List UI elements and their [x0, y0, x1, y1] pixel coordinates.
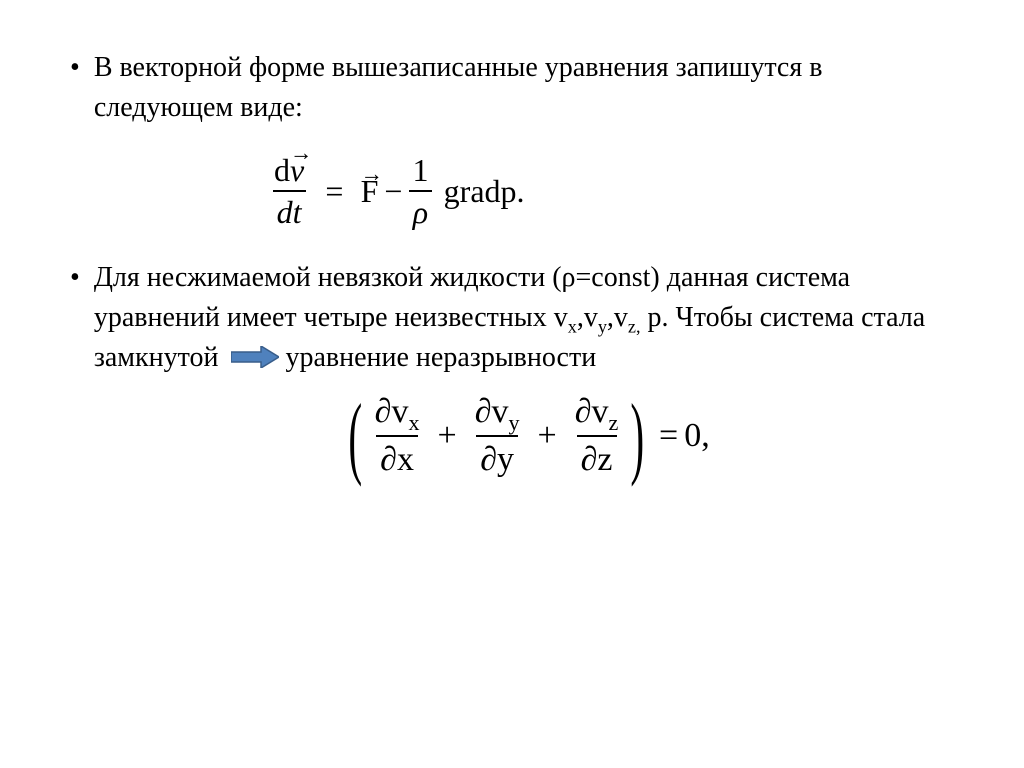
fraction-1-rho: 1 ρ — [408, 154, 432, 228]
b2-sep1: ,v — [577, 302, 598, 333]
vector-f: → F — [361, 175, 379, 207]
num-dvx: ∂vx — [371, 393, 424, 435]
equals-sign: = — [325, 175, 343, 207]
num-dvz: ∂vz — [571, 393, 623, 435]
bullet-dot-icon: • — [70, 48, 80, 88]
sub-y: y — [598, 317, 607, 337]
rho-symbol: ρ — [409, 190, 432, 228]
den-dz: ∂z — [577, 435, 617, 479]
fraction-denominator: dt — [273, 190, 306, 228]
one-symbol: 1 — [408, 154, 432, 190]
t-symbol: t — [293, 194, 302, 230]
vector-arrow-icon: → — [290, 142, 304, 164]
right-paren: ) — [631, 390, 645, 482]
arrow-polygon — [231, 346, 279, 368]
fraction-numerator: d→v — [270, 154, 308, 190]
b2-sep2: ,v — [607, 302, 628, 333]
term-dvz-dz: ∂vz ∂z — [571, 393, 623, 479]
den-dx: ∂x — [376, 435, 418, 479]
slide: • В векторной форме вышезаписанные уравн… — [0, 0, 1024, 768]
bullet-1: • В векторной форме вышезаписанные уравн… — [70, 48, 954, 128]
plus-sign: + — [538, 417, 557, 455]
bullet-1-text: В векторной форме вышезаписанные уравнен… — [94, 48, 954, 128]
implies-arrow-icon — [231, 340, 279, 380]
d-symbol: d — [274, 152, 290, 188]
minus-sign: − — [384, 175, 402, 207]
bullet-2: • Для несжимаемой невязкой жидкости (ρ=c… — [70, 258, 954, 380]
vector-v: →v — [290, 154, 304, 186]
num-dvy: ∂vy — [471, 393, 524, 435]
equation-continuity: ( ∂vx ∂x + ∂vy ∂y + ∂vz ∂z ) = 0, — [340, 390, 954, 482]
den-dy: ∂y — [476, 435, 518, 479]
sub-z: z, — [628, 317, 641, 337]
b2-segment-3: уравнение неразрывности — [285, 342, 596, 373]
equals-sign: = — [659, 417, 678, 455]
bullet-2-text: Для несжимаемой невязкой жидкости (ρ=con… — [94, 258, 954, 380]
sub-x: x — [568, 317, 577, 337]
term-dvx-dx: ∂vx ∂x — [371, 393, 424, 479]
left-paren: ( — [348, 390, 362, 482]
bullet-dot-icon: • — [70, 258, 80, 298]
equation-euler: d→v dt = → F − 1 ρ gradp. — [270, 154, 954, 228]
zero-text: 0, — [684, 417, 710, 455]
continuity-terms: ∂vx ∂x + ∂vy ∂y + ∂vz ∂z — [371, 393, 623, 479]
plus-sign: + — [438, 417, 457, 455]
d-symbol: d — [277, 194, 293, 230]
term-dvy-dy: ∂vy ∂y — [471, 393, 524, 479]
gradp-text: gradp. — [444, 175, 525, 207]
vector-arrow-icon: → — [361, 163, 379, 185]
fraction-dvdt: d→v dt — [270, 154, 308, 228]
